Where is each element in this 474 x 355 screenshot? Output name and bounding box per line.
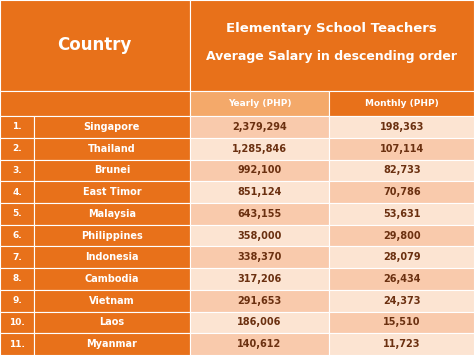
Text: 4.: 4.	[12, 187, 22, 197]
Text: Thailand: Thailand	[88, 144, 136, 154]
Bar	[190, 333, 329, 355]
Bar	[190, 0, 474, 91]
Bar	[329, 312, 474, 333]
Text: 11,723: 11,723	[383, 339, 420, 349]
Text: Monthly (PHP): Monthly (PHP)	[365, 99, 438, 108]
Text: 1.: 1.	[12, 122, 22, 131]
Text: 358,000: 358,000	[237, 230, 282, 241]
Bar	[34, 116, 190, 138]
Bar	[329, 116, 474, 138]
Text: 26,434: 26,434	[383, 274, 420, 284]
Bar	[329, 225, 474, 246]
Bar	[0, 225, 34, 246]
Bar	[0, 246, 34, 268]
Text: 291,653: 291,653	[237, 296, 282, 306]
Text: 9.: 9.	[12, 296, 22, 305]
Bar	[190, 268, 329, 290]
Bar	[329, 203, 474, 225]
Text: 140,612: 140,612	[237, 339, 282, 349]
Bar	[190, 181, 329, 203]
Text: Yearly (PHP): Yearly (PHP)	[228, 99, 291, 108]
Text: 29,800: 29,800	[383, 230, 420, 241]
Text: 1,285,846: 1,285,846	[232, 144, 287, 154]
Text: Myanmar: Myanmar	[86, 339, 137, 349]
Bar	[190, 312, 329, 333]
Bar	[329, 268, 474, 290]
Bar	[0, 159, 34, 181]
Bar	[329, 290, 474, 312]
Text: 11.: 11.	[9, 340, 25, 349]
Text: 186,006: 186,006	[237, 317, 282, 327]
Bar	[0, 268, 34, 290]
Text: Cambodia: Cambodia	[85, 274, 139, 284]
Bar	[34, 312, 190, 333]
Text: Average Salary in descending order: Average Salary in descending order	[206, 50, 457, 62]
Text: 6.: 6.	[12, 231, 22, 240]
Text: 82,733: 82,733	[383, 165, 420, 175]
Bar	[329, 91, 474, 116]
Bar	[190, 91, 329, 116]
Text: Indonesia: Indonesia	[85, 252, 138, 262]
Text: 992,100: 992,100	[237, 165, 282, 175]
Bar	[0, 203, 34, 225]
Text: Philippines: Philippines	[81, 230, 143, 241]
Text: 317,206: 317,206	[237, 274, 282, 284]
Text: Elementary School Teachers: Elementary School Teachers	[227, 22, 437, 36]
Bar	[34, 268, 190, 290]
Text: East Timor: East Timor	[82, 187, 141, 197]
Text: 24,373: 24,373	[383, 296, 420, 306]
Text: 5.: 5.	[12, 209, 22, 218]
Bar	[34, 138, 190, 159]
Bar	[0, 333, 34, 355]
Bar	[190, 203, 329, 225]
Text: 70,786: 70,786	[383, 187, 420, 197]
Bar	[0, 0, 190, 91]
Bar	[0, 181, 34, 203]
Bar	[329, 181, 474, 203]
Text: 15,510: 15,510	[383, 317, 420, 327]
Text: 198,363: 198,363	[380, 122, 424, 132]
Bar	[34, 203, 190, 225]
Text: Malaysia: Malaysia	[88, 209, 136, 219]
Text: 8.: 8.	[12, 274, 22, 284]
Bar	[34, 225, 190, 246]
Bar	[34, 181, 190, 203]
Bar	[34, 333, 190, 355]
Bar	[0, 290, 34, 312]
Bar	[190, 290, 329, 312]
Bar	[34, 159, 190, 181]
Text: 53,631: 53,631	[383, 209, 420, 219]
Text: 107,114: 107,114	[380, 144, 424, 154]
Bar	[329, 138, 474, 159]
Text: Vietnam: Vietnam	[89, 296, 135, 306]
Bar	[190, 225, 329, 246]
Bar	[0, 116, 34, 138]
Text: Laos: Laos	[99, 317, 125, 327]
Bar	[190, 138, 329, 159]
Bar	[34, 246, 190, 268]
Text: Brunei: Brunei	[94, 165, 130, 175]
Bar	[0, 91, 190, 116]
Bar	[190, 116, 329, 138]
Bar	[190, 159, 329, 181]
Text: 28,079: 28,079	[383, 252, 420, 262]
Bar	[0, 138, 34, 159]
Bar	[34, 290, 190, 312]
Text: 10.: 10.	[9, 318, 25, 327]
Text: 3.: 3.	[12, 166, 22, 175]
Text: 643,155: 643,155	[237, 209, 282, 219]
Text: 338,370: 338,370	[237, 252, 282, 262]
Text: Country: Country	[58, 36, 132, 54]
Bar	[329, 246, 474, 268]
Bar	[0, 312, 34, 333]
Text: 851,124: 851,124	[237, 187, 282, 197]
Text: 2,379,294: 2,379,294	[232, 122, 287, 132]
Bar	[190, 246, 329, 268]
Text: 2.: 2.	[12, 144, 22, 153]
Text: 7.: 7.	[12, 253, 22, 262]
Bar	[329, 333, 474, 355]
Bar	[329, 159, 474, 181]
Text: Singapore: Singapore	[84, 122, 140, 132]
